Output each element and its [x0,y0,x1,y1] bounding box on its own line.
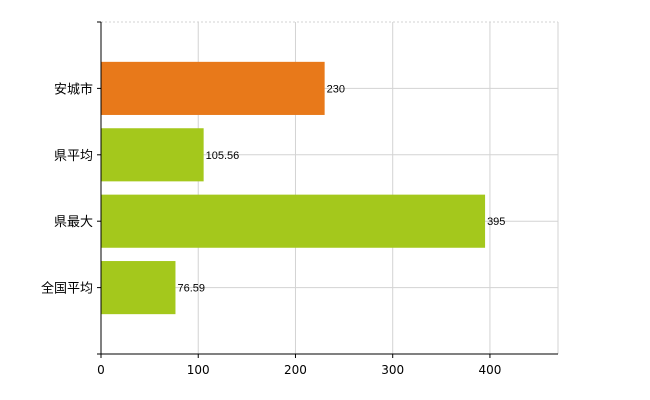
data-label-2: 395 [487,216,505,228]
data-label-0: 230 [327,83,345,95]
bar-0 [101,61,325,115]
y-tick-label-0: 安城市 [54,81,93,97]
x-tick-label-2: 200 [284,363,307,377]
x-tick-label-1: 100 [187,363,210,377]
y-tick-label-2: 県最大 [54,215,93,230]
data-labels: 230 105.56 395 76.59 [177,83,505,294]
x-tick-label-3: 300 [381,363,404,377]
y-tick-label-1: 県平均 [54,149,93,164]
bar-1 [101,128,204,182]
bars [101,61,486,315]
x-tick-label-0: 0 [97,363,105,377]
y-tick-label-3: 全国平均 [41,281,93,297]
data-label-1: 105.56 [206,150,240,162]
bar-2 [101,194,486,248]
x-tick-label-4: 400 [478,363,501,377]
data-label-3: 76.59 [177,283,205,295]
bar-3 [101,261,176,315]
